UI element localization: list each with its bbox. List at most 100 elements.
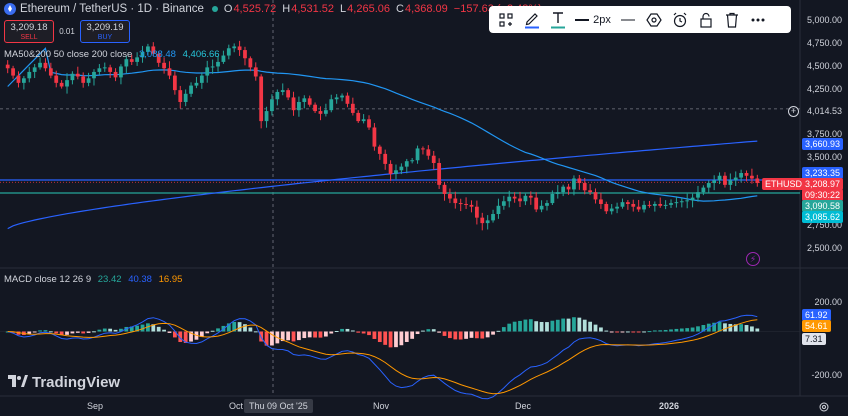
stroke-width-label: 2px [593,13,611,26]
macd-histogram-bar [717,321,722,332]
candle-body [313,104,317,112]
settings-hexagon-icon[interactable] [643,9,665,31]
macd-histogram-bar [458,331,463,340]
macd-signal-line [7,319,758,395]
candle-body [27,71,32,79]
candle-body [755,178,760,184]
add-alert-plus-icon[interactable]: + [788,106,799,117]
macd-histogram-bar [140,324,145,332]
ohlc-close-value: 4,368.09 [404,3,448,15]
candle-body [194,82,199,86]
settings-gear-icon[interactable] [818,401,830,413]
macd-histogram-bar [129,326,134,332]
candle-body [367,119,371,128]
macd-histogram-bar [345,328,350,332]
lock-icon[interactable] [695,9,717,31]
candle-body [733,177,738,181]
candle-body [243,50,247,59]
candle-body [356,112,361,122]
hash-grid-icon[interactable] [495,9,517,31]
candle-body [280,90,285,92]
candle-body [528,195,533,198]
macd-histogram-bar [172,331,177,338]
sell-button[interactable]: 3,209.18 SELL [4,20,54,43]
countdown-label: 09:30:22 [802,189,844,201]
macd-histogram-bar [350,330,355,332]
lightning-event-icon[interactable]: ⚡ [746,252,760,266]
macd-histogram-bar [146,323,150,332]
candle-body [286,90,291,98]
candle-body [474,206,479,218]
candle-body [124,59,129,67]
candle-body [270,99,274,112]
price-tick: 2,750.00 [806,220,842,230]
macd-histogram-bar [291,331,296,342]
macd-histogram-bar [518,320,522,332]
candle-body [555,192,560,194]
macd-signal-value: 16.95 [158,274,183,285]
macd-histogram-bar [723,323,727,332]
ma-indicator-legend[interactable]: MA50&200 50 close 200 close 3,088.48 4,4… [4,49,220,60]
candle-body [453,198,458,204]
candle-body [518,198,522,202]
macd-histogram-bar [669,329,673,332]
candle-body [701,187,706,193]
candle-body [377,146,382,154]
candle-body [647,204,652,206]
candle-body [636,206,641,210]
time-tick: Dec [515,401,532,411]
crosshair-date-label: Thu 09 Oct '25 [244,399,313,413]
macd-histogram-bar [545,322,549,332]
candle-body [685,200,690,202]
pencil-icon[interactable] [521,9,543,31]
macd-histogram-bar [232,321,237,332]
candle-body [140,51,145,58]
stroke-width-selector[interactable]: 2px [571,9,615,31]
macd-histogram-bar [534,321,539,332]
candle-body [345,95,350,104]
level-green-price-label: 3,090.58 [802,200,844,212]
text-icon[interactable] [547,9,569,31]
candle-body [237,46,242,51]
macd-histogram-bar [512,321,517,332]
last-price-label: 3,208.97 [802,178,844,190]
ma200-value: 4,406.66 [182,49,220,60]
macd-histogram-bar [334,330,339,332]
more-icon[interactable] [747,9,769,31]
candle-body [135,57,140,62]
ma50-line [7,47,758,202]
candle-body [146,46,150,52]
trash-icon[interactable] [721,9,743,31]
macd-indicator-legend[interactable]: MACD close 12 26 9 23.42 40.38 16.95 [4,274,182,285]
candle-body [21,78,26,83]
candle-body [679,201,684,203]
macd-histogram-bar [119,328,123,332]
line-style-icon[interactable] [617,9,639,31]
macd-histogram-bar [625,331,630,333]
macd-histogram-bar [555,319,560,332]
price-tick: 4,500.00 [806,61,842,71]
macd-tick: -200.00 [811,370,842,380]
buy-button[interactable]: 3,209.19 BUY [80,20,130,43]
candle-body [539,205,544,210]
tradingview-logo-icon [8,374,28,391]
candle-body [631,203,636,207]
candle-body [545,203,549,206]
macd-histogram-bar [388,331,393,348]
macd-histogram-bar [491,331,495,335]
candle-body [32,67,37,72]
alarm-clock-icon[interactable] [669,9,691,31]
candle-body [652,203,657,206]
candle-body [372,127,377,147]
macd-histogram-bar [642,331,646,333]
symbol-title[interactable]: Ethereum / TetherUS · 1D · Binance [20,3,204,15]
time-tick: Nov [373,401,390,411]
macd-histogram-bar [297,331,301,341]
macd-histogram-bar [286,331,291,341]
macd-histogram-bar [582,319,587,332]
macd-histogram-bar [59,331,64,336]
candle-body [599,199,603,204]
candle-body [507,196,512,202]
